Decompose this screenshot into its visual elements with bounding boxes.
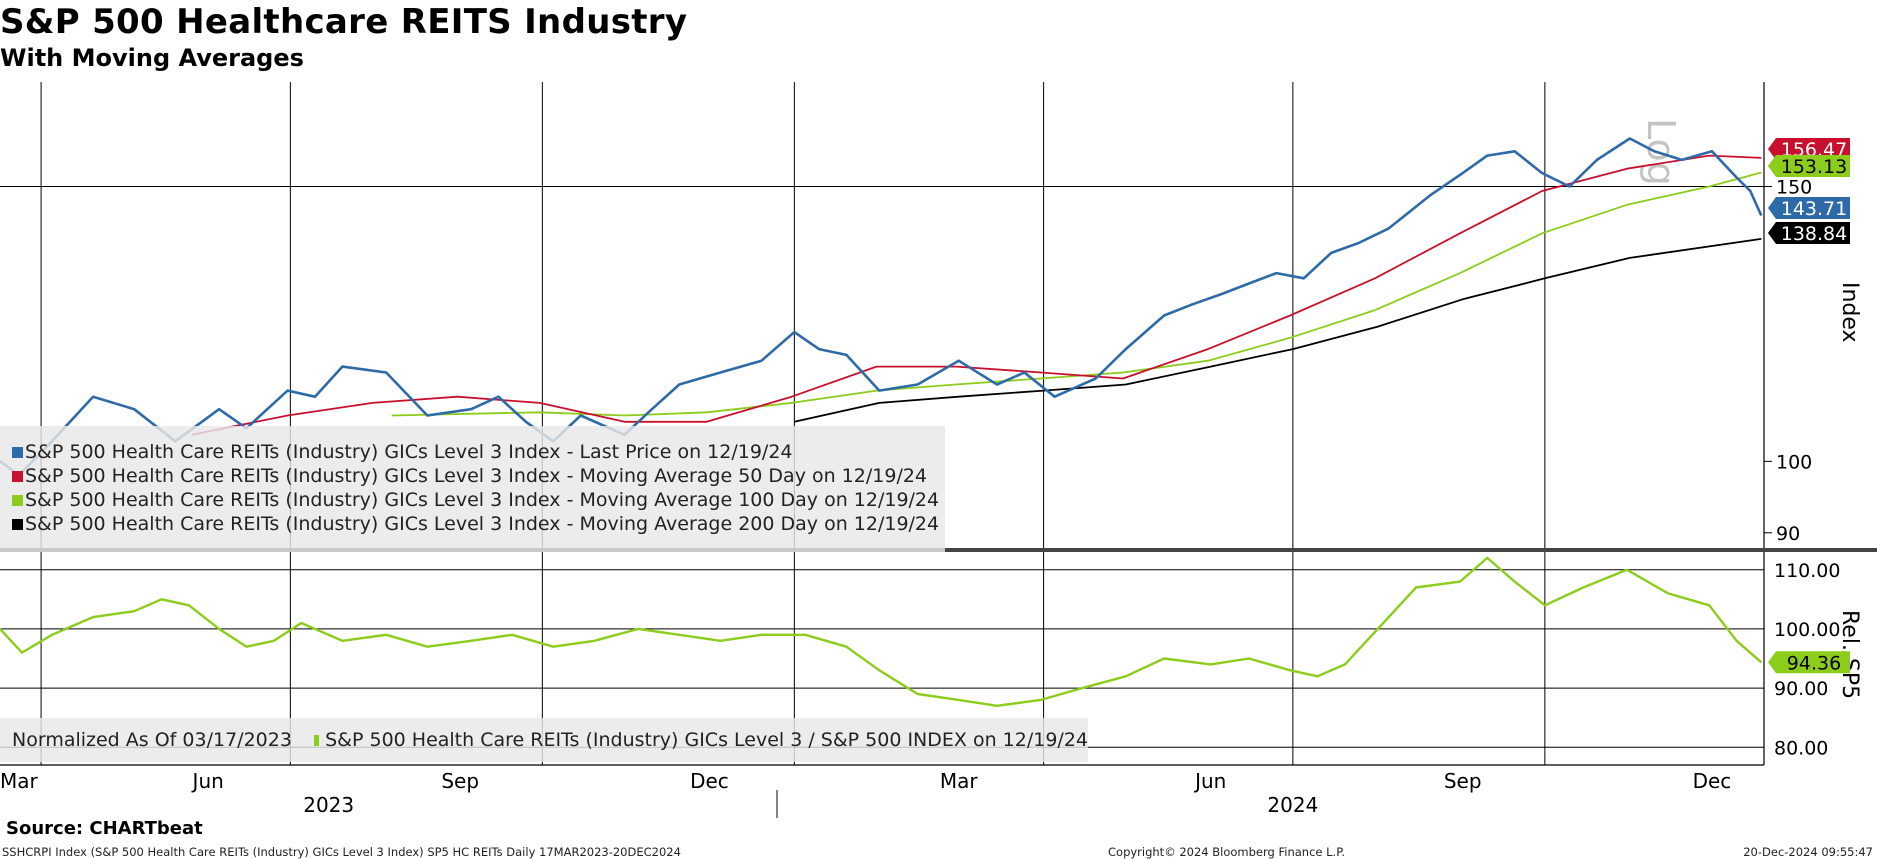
legend-item-last-price: S&P 500 Health Care REITs (Industry) GIC… (0, 440, 945, 464)
legend-label: S&P 500 Health Care REITs (Industry) GIC… (25, 465, 928, 487)
x-tick-label: Dec (690, 769, 729, 793)
log-scale-watermark: Log (1639, 118, 1683, 186)
x-year-label: 2023 (303, 793, 354, 817)
y-tick-label: 110.00 (1774, 560, 1840, 582)
tag-value: 94.36 (1787, 652, 1841, 674)
x-tick-label: Mar (940, 769, 979, 793)
normalization-note: Normalized As Of 03/17/2023 (12, 729, 292, 751)
lower-series-lines (0, 556, 1763, 707)
series-line-relative (0, 556, 1763, 707)
series-line-last-price (0, 137, 1763, 477)
legend-swatch (313, 734, 320, 746)
legend-swatch (12, 446, 23, 458)
tag-background (1768, 197, 1850, 219)
x-tick-label: Dec (1693, 769, 1732, 793)
tag-background (1768, 155, 1850, 177)
last-value-tag: 153.13 (1768, 155, 1850, 178)
legend-item-ma50: S&P 500 Health Care REITs (Industry) GIC… (0, 464, 945, 488)
upper-legend: S&P 500 Health Care REITs (Industry) GIC… (0, 426, 945, 552)
y-tick-label: 100 (1776, 451, 1812, 473)
x-tick-label: Sep (1444, 769, 1482, 793)
tag-background (1768, 222, 1850, 244)
legend-item-ma200: S&P 500 Health Care REITs (Industry) GIC… (0, 512, 945, 536)
tag-value: 138.84 (1781, 223, 1847, 245)
timestamp: 20-Dec-2024 09:55:47 (1743, 845, 1873, 859)
series-line-ma200 (794, 238, 1762, 423)
last-value-tag: 143.71 (1768, 197, 1850, 220)
y-tick-labels: 90 100 150 80.00 90.00 100.00 110.00 (1764, 176, 1840, 759)
x-tick-label: Jun (1193, 769, 1226, 793)
last-value-tag: 94.36 (1768, 651, 1850, 674)
legend-label: S&P 500 Health Care REITs (Industry) GIC… (25, 489, 940, 511)
y-tick-label: 80.00 (1774, 737, 1828, 759)
y-tick-label: 150 (1776, 176, 1812, 198)
copyright: Copyright© 2024 Bloomberg Finance L.P. (1108, 845, 1345, 859)
series-line-ma50 (191, 154, 1762, 436)
x-tick-labels: Mar Jun Sep Dec Mar Jun Sep Dec 2023 2024 (0, 769, 1731, 817)
legend-label: S&P 500 Health Care REITs (Industry) GIC… (25, 513, 940, 535)
upper-series-lines (0, 137, 1763, 477)
legend-swatch (12, 494, 23, 506)
x-tick-label: Sep (441, 769, 479, 793)
x-tick-label: Jun (191, 769, 224, 793)
chart-subtitle: With Moving Averages (0, 44, 304, 72)
last-value-tag: 138.84 (1768, 222, 1850, 245)
y-tick-label: 90.00 (1774, 678, 1828, 700)
tag-value: 153.13 (1781, 156, 1847, 178)
legend-swatch (12, 470, 23, 482)
lower-legend: Normalized As Of 03/17/2023 S&P 500 Heal… (0, 718, 1088, 762)
source-label: Source: CHARTbeat (6, 818, 203, 839)
y-tick-label: 100.00 (1774, 619, 1840, 641)
tag-background (1768, 138, 1850, 160)
series-line-ma100 (391, 171, 1762, 417)
ticker-description: SSHCRPI Index (S&P 500 Health Care REITs… (2, 845, 681, 859)
legend-label: S&P 500 Health Care REITs (Industry) GIC… (325, 729, 1088, 751)
legend-item-ma100: S&P 500 Health Care REITs (Industry) GIC… (0, 488, 945, 512)
legend-swatch (12, 518, 23, 530)
upper-y-axis-label: Index (1837, 282, 1862, 343)
legend-item-relative: Normalized As Of 03/17/2023 S&P 500 Heal… (0, 718, 1088, 762)
y-tick-label: 90 (1776, 523, 1800, 545)
tag-value: 143.71 (1781, 198, 1847, 220)
x-year-label: 2024 (1267, 793, 1318, 817)
chart-title: S&P 500 Healthcare REITS Industry (0, 2, 688, 42)
legend-label: S&P 500 Health Care REITs (Industry) GIC… (25, 441, 793, 463)
tag-background (1768, 651, 1850, 674)
x-tick-label: Mar (0, 769, 39, 793)
